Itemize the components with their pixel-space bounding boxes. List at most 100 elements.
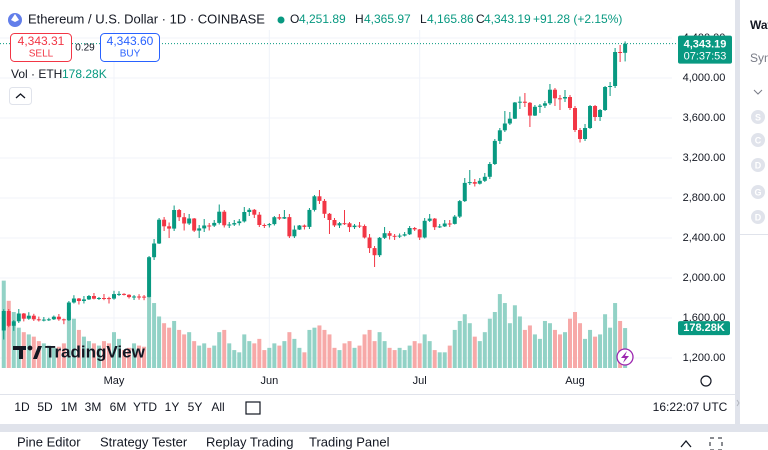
time-range-button[interactable]: 5D — [37, 400, 53, 414]
candle-body — [377, 237, 382, 256]
candle-body — [417, 229, 422, 238]
volume-bar — [598, 334, 603, 368]
ohlc-change: +91.28 (+2.15%) — [533, 12, 622, 26]
volume-bar — [272, 343, 277, 368]
candle-body — [182, 217, 187, 224]
time-range-button[interactable]: 1D — [14, 400, 30, 414]
volume-bar — [207, 347, 212, 368]
volume-bar — [162, 323, 167, 368]
time-range-button[interactable]: All — [211, 400, 224, 414]
candle-body — [202, 225, 207, 229]
collapse-panel[interactable] — [680, 439, 692, 448]
candle-body — [497, 130, 502, 141]
market-status — [277, 16, 285, 24]
buy-label: BUY — [120, 49, 141, 60]
candle-body — [392, 235, 397, 237]
time-range-button[interactable]: 5Y — [188, 400, 203, 414]
candle-body — [262, 225, 267, 226]
volume-bar — [56, 346, 61, 368]
candle-body — [562, 97, 567, 99]
candle-body — [292, 229, 297, 237]
coin-glyph — [11, 14, 19, 22]
volume-bar — [26, 334, 31, 368]
volume-bar — [537, 338, 542, 368]
volume-bar — [227, 343, 232, 368]
candle-body — [547, 89, 552, 104]
panel-tab[interactable]: Pine Editor — [17, 434, 81, 449]
volume-bar — [297, 347, 302, 368]
candle-body — [613, 52, 618, 86]
candle-body — [56, 316, 61, 320]
volume-bar — [347, 341, 352, 368]
volume-bar — [187, 332, 192, 368]
candle-body — [157, 219, 162, 244]
volume-bar — [422, 334, 427, 368]
volume-bar — [66, 312, 71, 368]
volume-bar — [247, 341, 252, 368]
candle-body — [618, 52, 623, 53]
time-range-button[interactable]: 1Y — [165, 400, 180, 414]
watchlist-icon — [751, 185, 765, 199]
maximize-panel[interactable] — [709, 437, 723, 450]
date-range-button[interactable] — [245, 401, 261, 415]
buy-button[interactable] — [100, 33, 160, 62]
candle-body — [31, 315, 36, 320]
sidebar-search[interactable]: Sym — [750, 51, 768, 65]
volume-bar — [332, 347, 337, 368]
volume-bar — [277, 345, 282, 368]
volume-bar — [397, 347, 402, 368]
candle-body — [122, 293, 127, 295]
volume-bar — [407, 345, 412, 368]
time-range-button[interactable]: 3M — [85, 400, 102, 414]
time-range-button[interactable]: 6M — [110, 400, 127, 414]
sell-price: 4,343.31 — [18, 34, 65, 48]
candle-body — [432, 218, 437, 228]
volume-bar — [242, 334, 247, 368]
candle-body — [517, 101, 522, 103]
candle-body — [542, 103, 547, 106]
panel-tab[interactable]: Trading Panel — [309, 434, 390, 449]
panel-tab[interactable]: Replay Trading — [206, 434, 293, 449]
candle-body — [457, 201, 462, 217]
ohlc-key: O — [290, 12, 299, 26]
candle-body — [81, 299, 86, 301]
volume-bar — [487, 318, 492, 368]
candle-body — [507, 118, 512, 124]
volume-bar — [322, 329, 327, 368]
volume-bar — [76, 329, 81, 368]
volume-bar — [452, 329, 457, 368]
volume-bar — [287, 332, 292, 368]
candle-body — [598, 110, 603, 117]
time-range-button[interactable]: YTD — [133, 400, 157, 414]
watchlist-icon — [751, 210, 765, 224]
candle-body — [117, 293, 122, 295]
candle-body — [227, 224, 232, 226]
logo-mark — [33, 346, 42, 359]
candle-body — [101, 298, 106, 299]
volume-bar — [447, 345, 452, 368]
candle-body — [252, 209, 257, 215]
sell-button[interactable] — [10, 33, 72, 62]
watchlist-icon-letter: D — [755, 212, 762, 222]
candle-body — [162, 219, 167, 227]
settings-button[interactable] — [700, 375, 712, 387]
symbol-title[interactable]: Ethereum / U.S. Dollar · 1D · COINBASE — [28, 11, 265, 26]
volume-bar — [593, 336, 598, 368]
volume-bar — [237, 352, 242, 368]
sidebar-gap — [735, 0, 740, 424]
candle-body — [207, 225, 212, 227]
volume-bar — [382, 341, 387, 368]
y-tick-label: 3,600.00 — [683, 112, 726, 124]
panel-tab[interactable]: Strategy Tester — [100, 434, 188, 449]
candle-body — [237, 221, 242, 224]
time-range-button[interactable]: 1M — [61, 400, 78, 414]
collapse-button[interactable] — [9, 87, 32, 105]
volume-bar — [307, 329, 312, 368]
volume-bar — [41, 343, 46, 368]
volume-bar — [603, 314, 608, 368]
candle-body — [61, 319, 66, 321]
watchlist-icon-letter: D — [755, 160, 762, 170]
volume-bar — [432, 350, 437, 368]
